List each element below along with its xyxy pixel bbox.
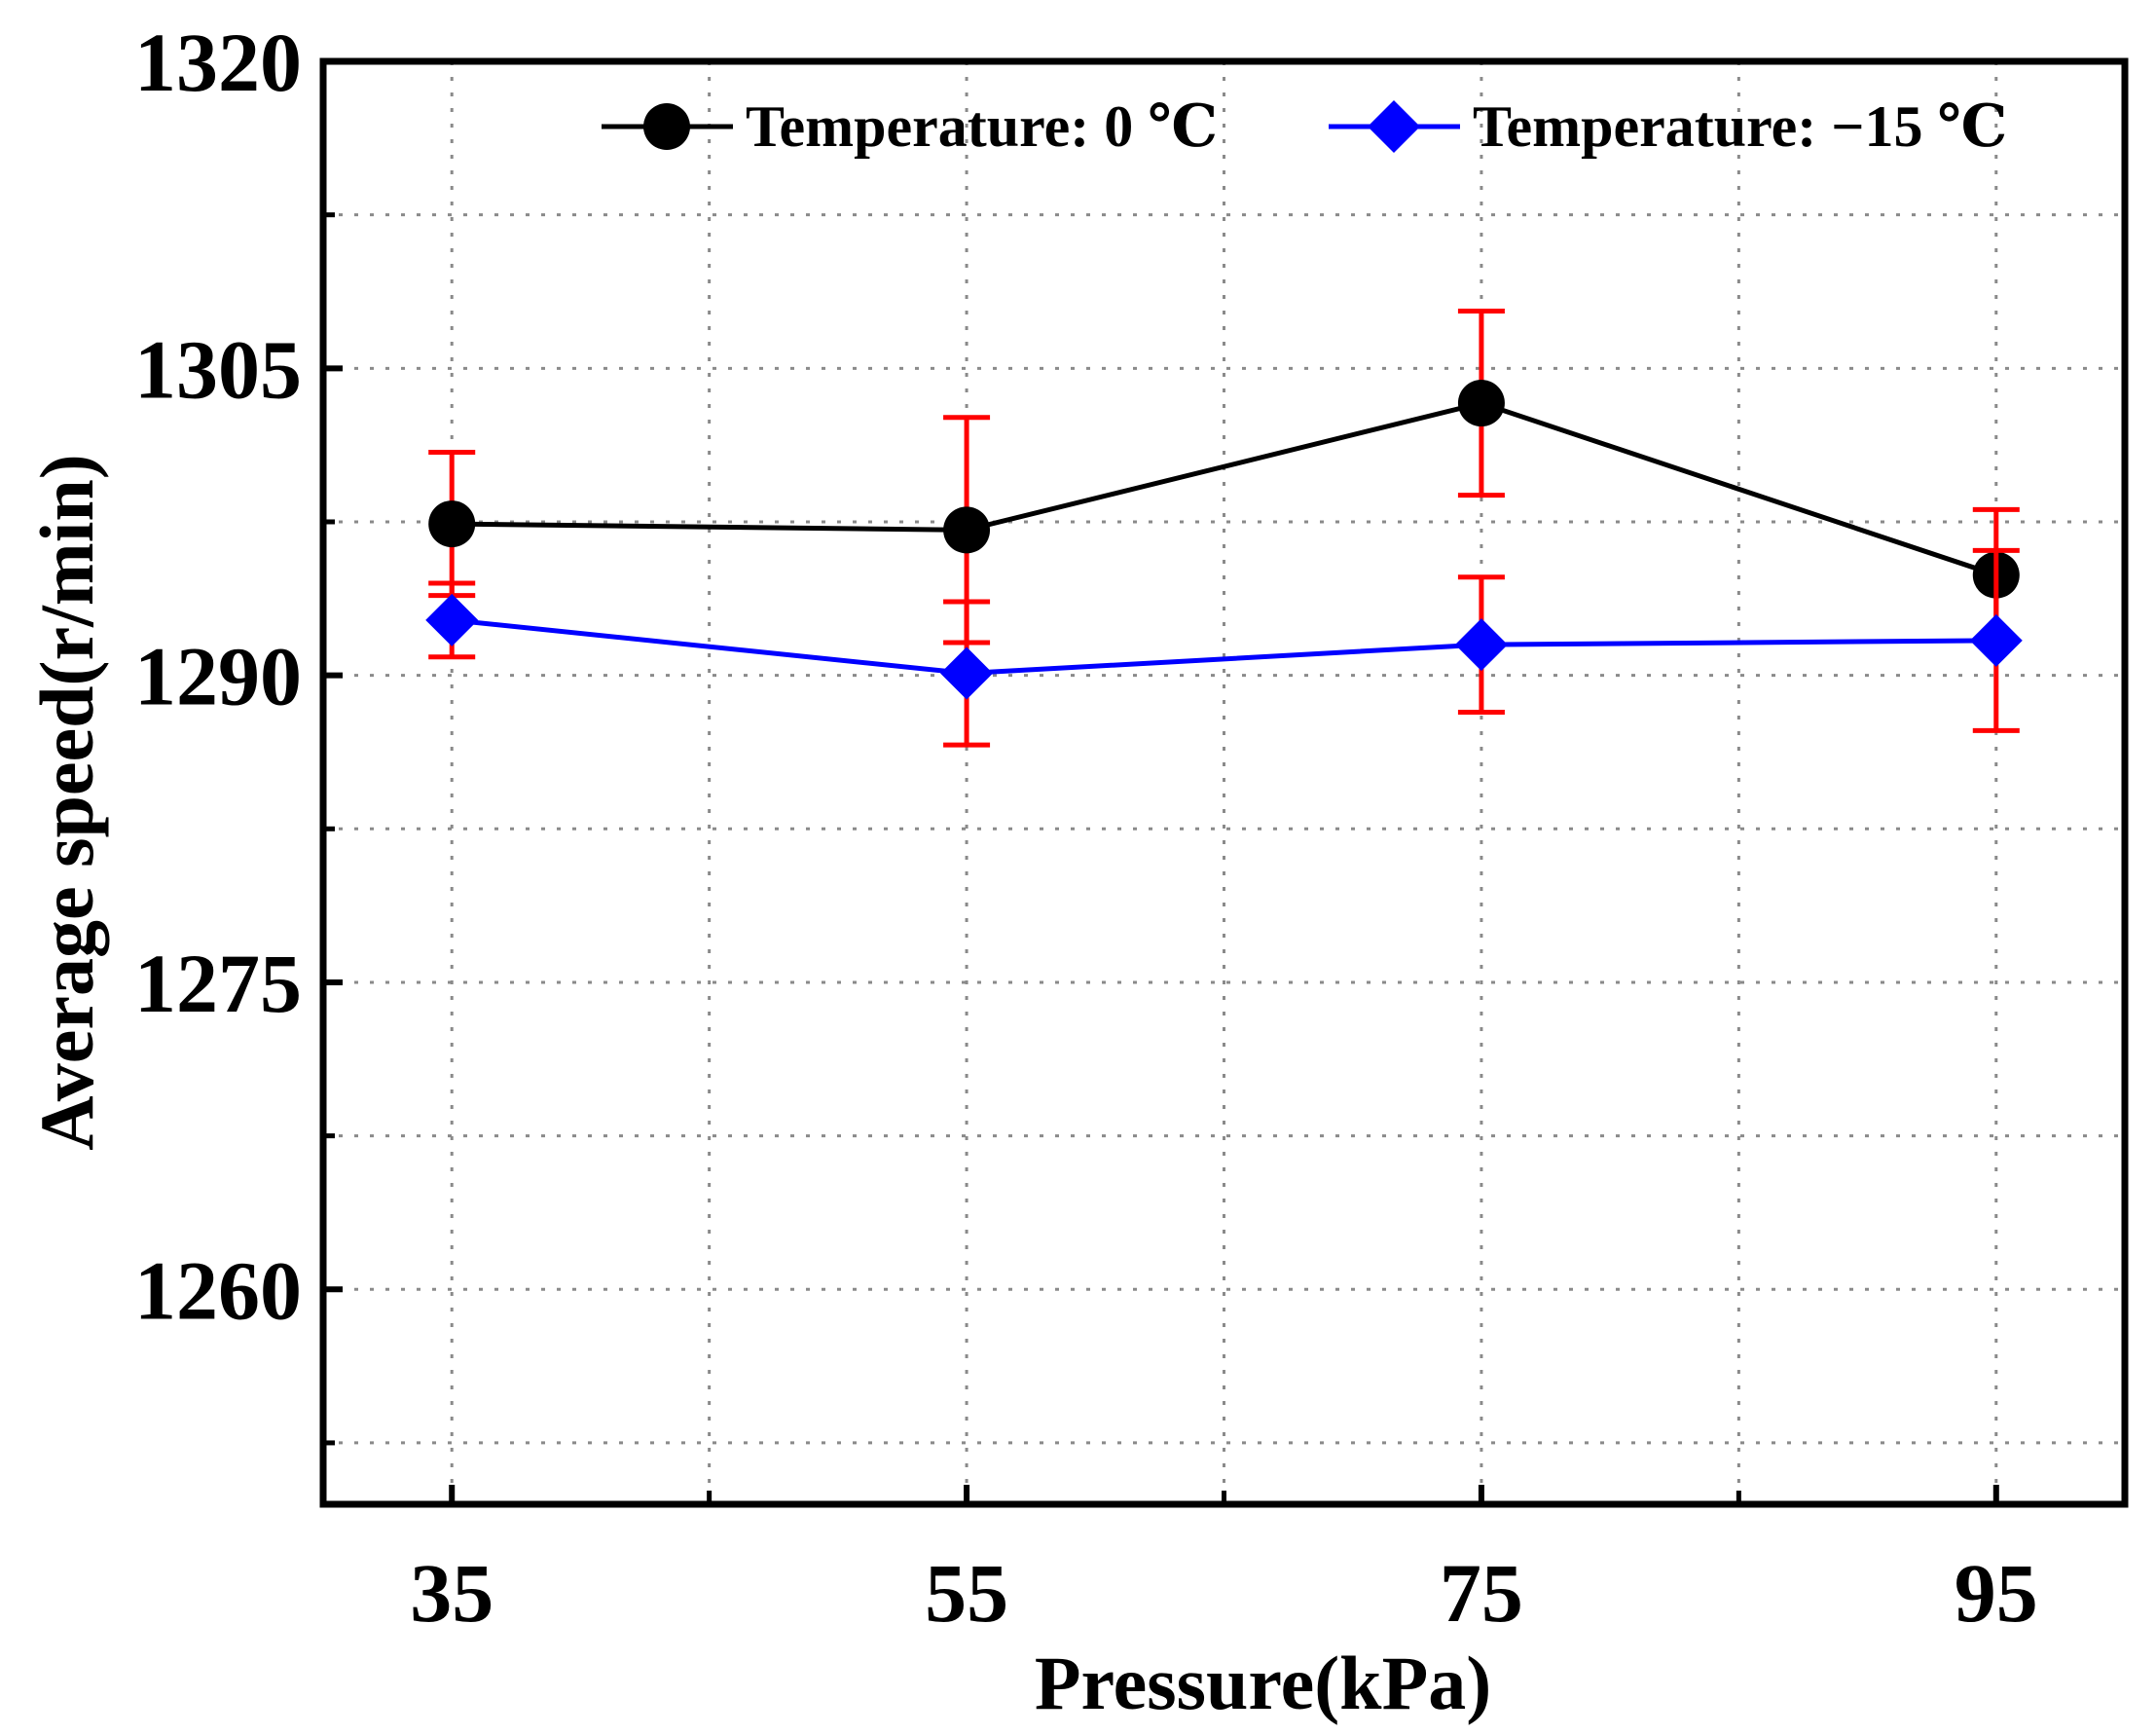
y-tick-label: 1320	[134, 16, 302, 109]
legend-item: Temperature: −15 ℃	[1329, 94, 2007, 159]
legend: Temperature: 0 ℃ Temperature: −15 ℃	[602, 94, 2007, 159]
x-tick-label: 75	[1440, 1546, 1523, 1640]
axes: 1260 1275 1290 1305 1320 35 55 75 95	[134, 16, 2038, 1640]
data-point	[1457, 380, 1505, 427]
data-point	[1969, 613, 2023, 667]
y-tick-label: 1275	[134, 937, 302, 1030]
series-layer	[425, 308, 2023, 748]
series-line	[451, 617, 1996, 677]
y-tick-label: 1260	[134, 1243, 302, 1337]
x-axis-title: Pressure(kPa)	[1035, 1641, 1491, 1725]
plot-frame	[319, 57, 2129, 1508]
data-point	[1454, 618, 1508, 672]
y-axis-title: Average speed(r/min)	[24, 454, 109, 1151]
legend-label: Temperature: 0 ℃	[746, 94, 1218, 159]
y-tick-label: 1305	[134, 322, 302, 416]
legend-item: Temperature: 0 ℃	[602, 94, 1218, 159]
data-point	[428, 500, 476, 548]
x-tick-label: 95	[1955, 1546, 2038, 1640]
legend-marker	[1368, 100, 1420, 153]
series-0	[428, 308, 2020, 646]
data-point	[940, 646, 994, 700]
legend-marker	[643, 103, 690, 150]
x-tick-label: 55	[925, 1546, 1008, 1640]
y-tick-label: 1290	[134, 630, 302, 723]
data-point	[425, 593, 479, 646]
series-1	[425, 547, 2023, 748]
series-line	[452, 400, 1997, 578]
x-tick-label: 35	[410, 1546, 493, 1640]
legend-label: Temperature: −15 ℃	[1473, 94, 2007, 159]
grid	[323, 59, 2125, 1504]
data-point	[943, 506, 991, 554]
